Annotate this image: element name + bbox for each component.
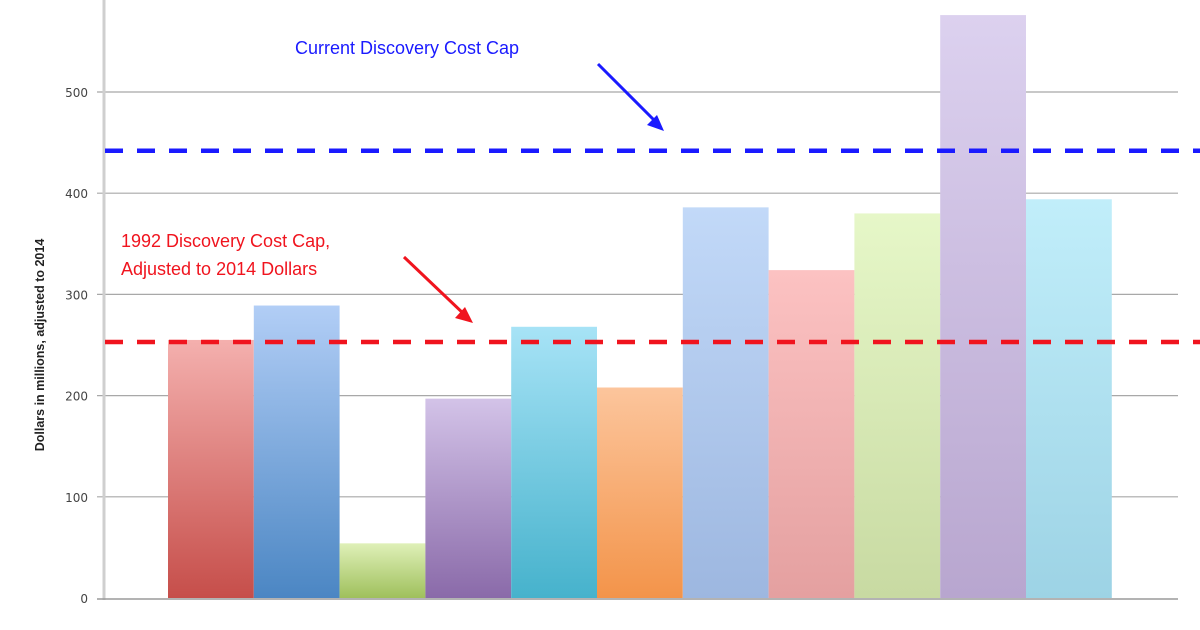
red-arrow-icon <box>402 255 473 323</box>
blue-arrow-icon <box>596 62 664 131</box>
old-cap-annotation-line1: 1992 Discovery Cost Cap, <box>121 231 330 251</box>
bar <box>854 213 941 598</box>
bar <box>597 387 683 598</box>
reference-lines <box>105 148 1200 345</box>
bar <box>253 305 340 598</box>
bar <box>682 207 769 599</box>
y-tick-label: 500 <box>65 86 88 100</box>
bar <box>168 339 254 598</box>
y-tick-label: 400 <box>65 187 88 201</box>
current-cap-annotation: Current Discovery Cost Cap <box>295 38 519 58</box>
y-axis-label: Dollars in millions, adjusted to 2014 <box>33 239 47 452</box>
bar <box>511 326 597 598</box>
y-tick-label: 300 <box>65 288 88 302</box>
bar <box>1026 199 1112 598</box>
y-axis-ticks: 0100200300400500600 <box>65 86 88 606</box>
bar <box>768 270 855 598</box>
bars <box>168 15 1112 599</box>
bar <box>425 398 512 598</box>
bar <box>940 15 1026 598</box>
y-tick-label: 200 <box>65 390 88 404</box>
y-tick-label: 0 <box>80 592 88 606</box>
bar <box>339 543 426 598</box>
y-tick-label: 100 <box>65 491 88 505</box>
old-cap-annotation-line2: Adjusted to 2014 Dollars <box>121 259 317 279</box>
